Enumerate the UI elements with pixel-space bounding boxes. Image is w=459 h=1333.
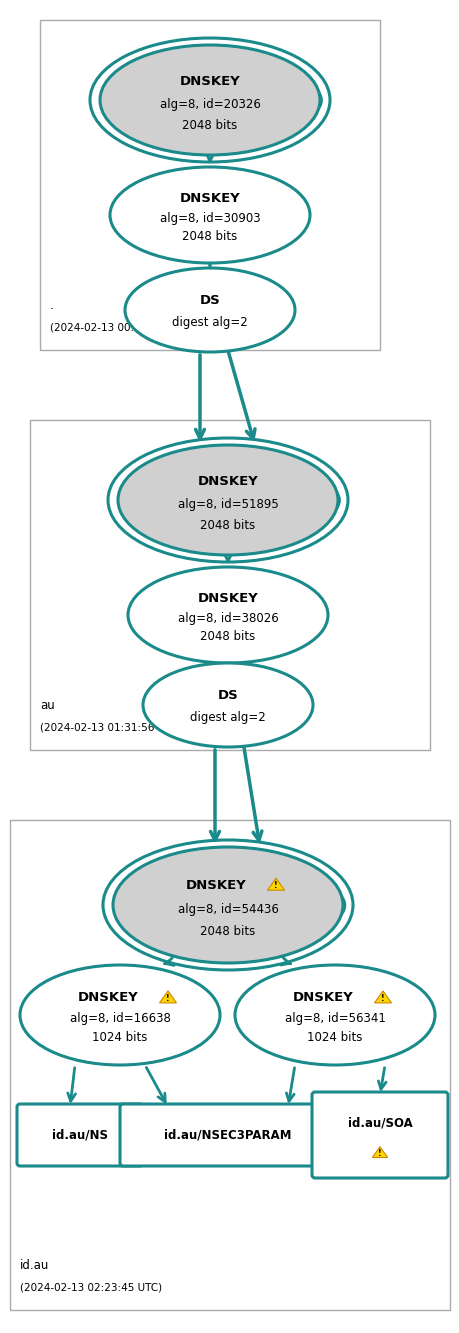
Text: 2048 bits: 2048 bits [182, 231, 237, 244]
FancyBboxPatch shape [30, 420, 429, 750]
Polygon shape [267, 878, 284, 890]
Ellipse shape [125, 268, 294, 352]
Text: 2048 bits: 2048 bits [200, 631, 255, 644]
Text: 1024 bits: 1024 bits [92, 1032, 147, 1044]
Ellipse shape [113, 846, 342, 962]
Ellipse shape [128, 567, 327, 663]
FancyBboxPatch shape [311, 1092, 447, 1178]
Text: id.au/NSEC3PARAM: id.au/NSEC3PARAM [164, 1129, 291, 1141]
FancyBboxPatch shape [40, 20, 379, 351]
Text: DNSKEY: DNSKEY [292, 992, 353, 1004]
Ellipse shape [143, 663, 312, 746]
Ellipse shape [118, 445, 337, 555]
Ellipse shape [20, 965, 219, 1065]
Ellipse shape [235, 965, 434, 1065]
Text: digest alg=2: digest alg=2 [172, 316, 247, 329]
Text: 2048 bits: 2048 bits [200, 925, 255, 938]
FancyBboxPatch shape [120, 1104, 335, 1166]
Text: (2024-02-13 00:59:43 UTC): (2024-02-13 00:59:43 UTC) [50, 323, 191, 332]
Ellipse shape [100, 45, 319, 155]
Text: (2024-02-13 01:31:56 UTC): (2024-02-13 01:31:56 UTC) [40, 722, 182, 732]
Ellipse shape [110, 167, 309, 263]
Text: id.au: id.au [20, 1258, 49, 1272]
Polygon shape [374, 990, 391, 1002]
Text: au: au [40, 698, 55, 712]
Text: id.au/SOA: id.au/SOA [347, 1117, 411, 1129]
Text: DNSKEY: DNSKEY [78, 992, 138, 1004]
Text: id.au/NS: id.au/NS [52, 1129, 108, 1141]
FancyBboxPatch shape [10, 820, 449, 1310]
Text: alg=8, id=51895: alg=8, id=51895 [177, 497, 278, 511]
Text: !: ! [274, 881, 277, 890]
Text: DNSKEY: DNSKEY [179, 75, 240, 88]
Text: alg=8, id=56341: alg=8, id=56341 [284, 1012, 385, 1025]
Text: !: ! [166, 994, 169, 1002]
Text: DNSKEY: DNSKEY [179, 192, 240, 205]
Text: .: . [50, 299, 54, 312]
Text: 2048 bits: 2048 bits [182, 119, 237, 132]
Text: digest alg=2: digest alg=2 [190, 712, 265, 724]
Polygon shape [159, 990, 176, 1002]
Text: DNSKEY: DNSKEY [197, 592, 258, 605]
Text: alg=8, id=16638: alg=8, id=16638 [69, 1012, 170, 1025]
Text: alg=8, id=38026: alg=8, id=38026 [177, 612, 278, 625]
Text: DNSKEY: DNSKEY [185, 878, 246, 892]
Text: !: ! [377, 1149, 381, 1158]
Polygon shape [371, 1146, 387, 1157]
FancyBboxPatch shape [17, 1104, 143, 1166]
Text: alg=8, id=54436: alg=8, id=54436 [177, 902, 278, 916]
Text: alg=8, id=30903: alg=8, id=30903 [159, 212, 260, 225]
Text: 2048 bits: 2048 bits [200, 519, 255, 532]
Text: !: ! [381, 994, 384, 1002]
Text: DS: DS [217, 689, 238, 702]
Text: alg=8, id=20326: alg=8, id=20326 [159, 97, 260, 111]
Text: 1024 bits: 1024 bits [307, 1032, 362, 1044]
Text: DNSKEY: DNSKEY [197, 475, 258, 488]
Text: DS: DS [199, 293, 220, 307]
Text: (2024-02-13 02:23:45 UTC): (2024-02-13 02:23:45 UTC) [20, 1282, 162, 1292]
